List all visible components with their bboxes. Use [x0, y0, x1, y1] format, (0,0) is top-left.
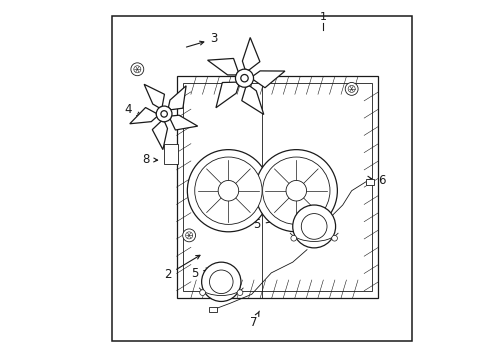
Polygon shape — [129, 108, 157, 124]
Polygon shape — [152, 121, 167, 150]
Text: 5: 5 — [190, 267, 210, 280]
Circle shape — [194, 157, 262, 224]
Circle shape — [235, 69, 253, 87]
Bar — [176, 76, 378, 298]
Polygon shape — [216, 82, 238, 108]
Circle shape — [161, 111, 167, 117]
Circle shape — [134, 66, 141, 73]
Bar — [183, 83, 371, 292]
Circle shape — [237, 290, 243, 296]
Circle shape — [183, 229, 195, 242]
Bar — [365, 179, 373, 185]
Polygon shape — [168, 86, 186, 110]
Circle shape — [209, 270, 233, 294]
Circle shape — [199, 290, 205, 296]
Text: 1: 1 — [319, 13, 326, 22]
Circle shape — [201, 262, 241, 301]
Polygon shape — [170, 115, 197, 130]
Circle shape — [262, 157, 329, 224]
Circle shape — [345, 82, 357, 95]
Polygon shape — [144, 84, 164, 108]
Circle shape — [292, 205, 335, 248]
Polygon shape — [253, 71, 285, 88]
Circle shape — [285, 180, 306, 201]
Text: 5: 5 — [253, 217, 288, 231]
Circle shape — [240, 75, 248, 82]
Polygon shape — [242, 37, 260, 70]
Circle shape — [301, 213, 326, 239]
Bar — [164, 144, 177, 164]
Text: 2: 2 — [163, 255, 200, 281]
Circle shape — [185, 232, 192, 239]
Circle shape — [131, 63, 143, 76]
Circle shape — [347, 85, 354, 93]
Circle shape — [255, 150, 337, 232]
Bar — [208, 307, 216, 312]
Text: 3: 3 — [186, 32, 217, 47]
Circle shape — [187, 150, 269, 232]
Text: 4: 4 — [124, 103, 141, 116]
Circle shape — [156, 106, 172, 122]
Circle shape — [331, 235, 337, 241]
Circle shape — [290, 235, 296, 241]
Text: 8: 8 — [142, 153, 157, 166]
Bar — [112, 16, 411, 341]
Circle shape — [218, 180, 238, 201]
Polygon shape — [241, 86, 263, 114]
Text: 6: 6 — [366, 174, 385, 186]
Polygon shape — [207, 58, 238, 75]
Text: 7: 7 — [249, 311, 259, 329]
